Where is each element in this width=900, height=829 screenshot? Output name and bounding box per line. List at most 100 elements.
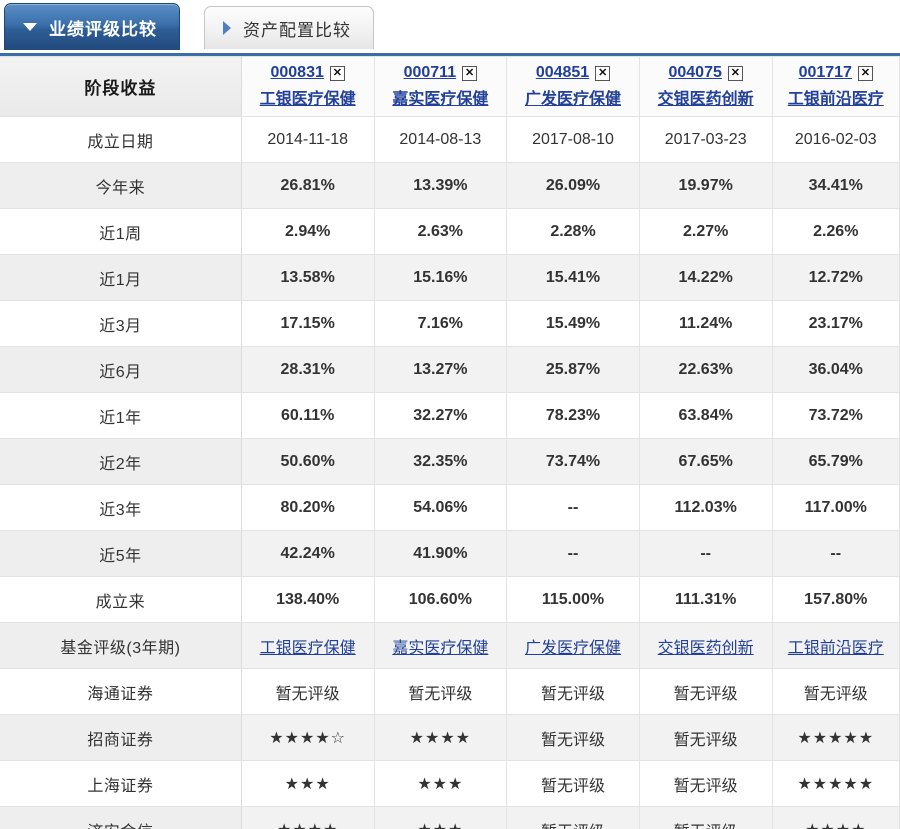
row-label: 上海证券 (0, 760, 242, 807)
return-value: 41.90% (374, 530, 508, 577)
fund-name-link-text[interactable]: 工银医疗保健 (259, 639, 356, 657)
fund-name-link[interactable]: 交银医药创新 (639, 622, 773, 669)
fund-name-link-text[interactable]: 嘉实医疗保健 (392, 639, 489, 657)
row-label: 近1年 (0, 392, 242, 439)
no-rating-text: 暂无评级 (506, 760, 640, 807)
fund-name-link[interactable]: 工银前沿医疗 (787, 90, 884, 108)
table-row: 近3年 80.20% 54.06% -- 112.03% 117.00% (0, 484, 900, 531)
star-rating: ★★★★☆ (241, 714, 375, 761)
row-label: 近5年 (0, 530, 242, 577)
return-value: 112.03% (639, 484, 773, 531)
return-value: 54.06% (374, 484, 508, 531)
no-rating-text: 暂无评级 (374, 668, 508, 715)
fund-code-link[interactable]: 004851 (535, 64, 590, 82)
row-label: 招商证券 (0, 714, 242, 761)
table-row: 近3月 17.15% 7.16% 15.49% 11.24% 23.17% (0, 300, 900, 347)
return-value: 50.60% (241, 438, 375, 485)
close-icon[interactable]: ✕ (462, 65, 478, 81)
fund-name-link[interactable]: 工银医疗保健 (241, 622, 375, 669)
fund-name-link[interactable]: 广发医疗保健 (525, 90, 622, 108)
star-rating: ★★★★ (772, 806, 900, 829)
star-rating: ★★★ (374, 806, 508, 829)
table-row: 近2年 50.60% 32.35% 73.74% 67.65% 65.79% (0, 438, 900, 485)
fund-name-link[interactable]: 嘉实医疗保健 (374, 622, 508, 669)
return-value: 42.24% (241, 530, 375, 577)
row-label: 海通证券 (0, 668, 242, 715)
no-rating-text: 暂无评级 (639, 668, 773, 715)
row-label: 近3月 (0, 300, 242, 347)
close-icon[interactable]: ✕ (329, 65, 345, 81)
return-value: 7.16% (374, 300, 508, 347)
row-label: 今年来 (0, 162, 242, 209)
return-value: 34.41% (772, 162, 900, 209)
inception-date: 2014-11-18 (241, 116, 375, 163)
fund-name-link-text[interactable]: 交银医药创新 (657, 639, 754, 657)
close-icon[interactable]: ✕ (595, 65, 611, 81)
return-value: 15.41% (506, 254, 640, 301)
fund-column-header: 000831 ✕ 工银医疗保健 (241, 56, 375, 117)
return-value: 2.28% (506, 208, 640, 255)
fund-code-line: 004851 ✕ (507, 64, 639, 82)
fund-column-header: 001717 ✕ 工银前沿医疗 (772, 56, 900, 117)
return-value: 13.39% (374, 162, 508, 209)
inception-date: 2017-08-10 (506, 116, 640, 163)
fund-column-header: 004851 ✕ 广发医疗保健 (506, 56, 640, 117)
return-value: 115.00% (506, 576, 640, 623)
return-value: 22.63% (639, 346, 773, 393)
return-value: 138.40% (241, 576, 375, 623)
star-rating: ★★★★ (374, 714, 508, 761)
fund-code-line: 000831 ✕ (242, 64, 374, 82)
fund-name-link-text[interactable]: 工银前沿医疗 (787, 639, 884, 657)
return-value: 13.58% (241, 254, 375, 301)
fund-code-link[interactable]: 004075 (668, 64, 722, 82)
return-value: 67.65% (639, 438, 773, 485)
fund-name-link-text[interactable]: 广发医疗保健 (525, 639, 622, 657)
row-label: 济安金信 (0, 806, 242, 829)
fund-name-link[interactable]: 工银前沿医疗 (772, 622, 900, 669)
return-value: -- (506, 530, 640, 577)
return-value: 63.84% (639, 392, 773, 439)
return-value: 157.80% (772, 576, 900, 623)
return-value: -- (772, 530, 900, 577)
tab-label: 资产配置比较 (243, 20, 351, 40)
fund-name-link[interactable]: 工银医疗保健 (259, 90, 356, 108)
fund-code-line: 001717 ✕ (773, 64, 899, 82)
no-rating-text: 暂无评级 (506, 806, 640, 829)
return-value: 15.16% (374, 254, 508, 301)
fund-code-link[interactable]: 000831 (270, 64, 324, 82)
fund-code-line: 004075 ✕ (640, 64, 772, 82)
return-value: 2.63% (374, 208, 508, 255)
fund-code-line: 000711 ✕ (375, 64, 507, 82)
return-value: 12.72% (772, 254, 900, 301)
tab-asset-allocation-comparison[interactable]: 资产配置比较 (204, 6, 374, 49)
table-row: 近6月 28.31% 13.27% 25.87% 22.63% 36.04% (0, 346, 900, 393)
table-row: 近5年 42.24% 41.90% -- -- -- (0, 530, 900, 577)
return-value: 11.24% (639, 300, 773, 347)
table-row: 近1年 60.11% 32.27% 78.23% 63.84% 73.72% (0, 392, 900, 439)
fund-code-link[interactable]: 000711 (403, 64, 457, 82)
row-label: 近2年 (0, 438, 242, 485)
fund-column-header: 004075 ✕ 交银医药创新 (639, 56, 773, 117)
no-rating-text: 暂无评级 (639, 760, 773, 807)
fund-code-link[interactable]: 001717 (798, 64, 852, 82)
return-value: 15.49% (506, 300, 640, 347)
fund-name-link[interactable]: 交银医药创新 (657, 90, 754, 108)
row-label: 近6月 (0, 346, 242, 393)
table-row: 上海证券 ★★★ ★★★ 暂无评级 暂无评级 ★★★★★ (0, 760, 900, 807)
no-rating-text: 暂无评级 (639, 714, 773, 761)
row-label: 近1周 (0, 208, 242, 255)
return-value: 13.27% (374, 346, 508, 393)
star-rating: ★★★★ (241, 806, 375, 829)
no-rating-text: 暂无评级 (639, 806, 773, 829)
fund-name-link[interactable]: 嘉实医疗保健 (392, 90, 489, 108)
close-icon[interactable]: ✕ (857, 65, 873, 81)
no-rating-text: 暂无评级 (241, 668, 375, 715)
return-value: -- (639, 530, 773, 577)
fund-name-link[interactable]: 广发医疗保健 (506, 622, 640, 669)
inception-date: 2014-08-13 (374, 116, 508, 163)
return-value: 17.15% (241, 300, 375, 347)
close-icon[interactable]: ✕ (727, 65, 743, 81)
tab-performance-rating-comparison[interactable]: 业绩评级比较 (4, 3, 180, 50)
row-label: 近1月 (0, 254, 242, 301)
inception-date: 2017-03-23 (639, 116, 773, 163)
